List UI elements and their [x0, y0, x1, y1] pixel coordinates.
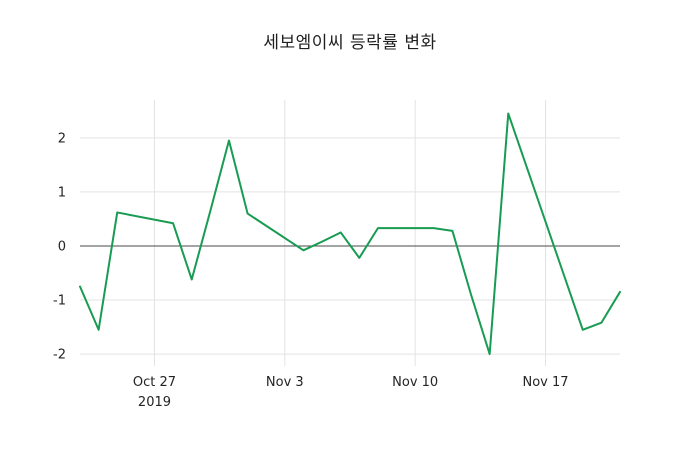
- y-tick-label: 1: [58, 185, 66, 200]
- x-tick-label: Oct 27: [133, 375, 176, 390]
- y-tick-label: 0: [58, 239, 66, 254]
- x-tick-label: Nov 10: [392, 375, 438, 390]
- y-tick-label: -2: [53, 348, 66, 363]
- series-line: [79, 112, 621, 356]
- y-tick-label: -1: [53, 294, 66, 309]
- chart-title: 세보엠이씨 등락률 변화: [263, 33, 437, 53]
- x-tick-label: Nov 17: [522, 375, 568, 390]
- x-tick-sublabel: 2019: [138, 395, 171, 410]
- y-tick-label: 2: [58, 131, 66, 146]
- x-tick-label: Nov 3: [266, 375, 304, 390]
